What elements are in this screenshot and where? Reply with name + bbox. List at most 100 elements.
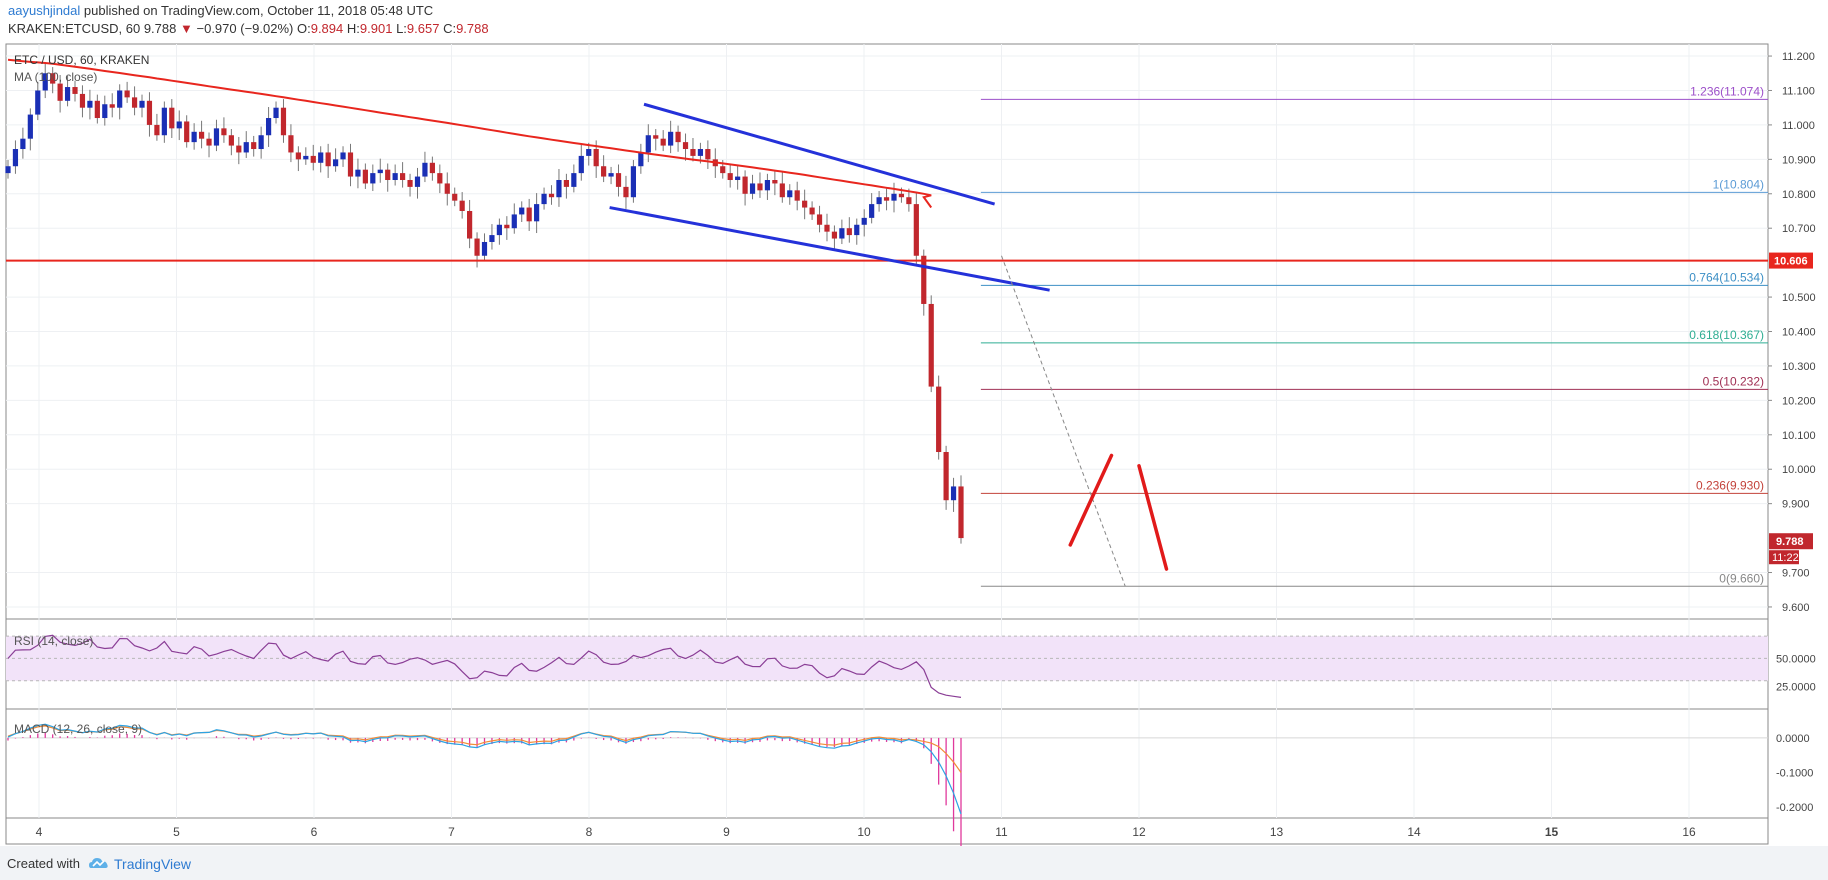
candle-body xyxy=(459,200,465,211)
close-value: 9.788 xyxy=(456,21,489,36)
x-tick-label: 13 xyxy=(1270,825,1284,839)
candle-body xyxy=(950,486,957,501)
y-tick-label: 11.100 xyxy=(1782,85,1815,97)
y-tick-label: 11.000 xyxy=(1782,120,1815,132)
candle-body xyxy=(898,193,905,198)
candle-body xyxy=(757,183,763,191)
fib-level-label: 1(10.804) xyxy=(1713,177,1764,191)
rsi-tick-label: 25.0000 xyxy=(1776,681,1816,693)
candle-body xyxy=(764,180,771,191)
candle-body xyxy=(303,155,309,160)
rsi-tick-label: 50.0000 xyxy=(1776,653,1816,665)
candle-body xyxy=(541,193,547,205)
x-tick-label: 4 xyxy=(36,825,43,839)
candle-body xyxy=(534,204,540,222)
fib-level-label: 0.236(9.930) xyxy=(1696,478,1764,492)
candle-body xyxy=(913,204,919,256)
candle-body xyxy=(876,197,882,205)
y-tick-label: 10.400 xyxy=(1782,327,1816,339)
candle-body xyxy=(117,90,123,108)
candle-body xyxy=(124,90,130,98)
candle-body xyxy=(392,173,398,181)
candle-body xyxy=(288,135,294,153)
candle-body xyxy=(921,255,927,304)
candle-body xyxy=(72,87,78,94)
candle-body xyxy=(645,135,651,153)
last-price: 9.788 xyxy=(143,21,177,36)
candle-body xyxy=(749,183,756,194)
candle-body xyxy=(772,180,778,184)
candle-body xyxy=(861,217,867,225)
candle-body xyxy=(571,173,577,187)
macd-pane xyxy=(6,723,1768,846)
chart-frame xyxy=(5,43,1769,845)
x-tick-label: 7 xyxy=(448,825,455,839)
price-change: −0.970 (−9.02%) xyxy=(196,21,294,36)
candle-body xyxy=(883,197,890,201)
candle-body xyxy=(273,107,279,119)
countdown-tag xyxy=(1769,550,1799,565)
trend-drawings[interactable] xyxy=(6,58,1768,587)
tradingview-link[interactable]: TradingView xyxy=(114,856,192,872)
author-link[interactable]: aayushjindal xyxy=(8,3,81,18)
candle-body xyxy=(697,149,704,156)
forecast-stroke xyxy=(1068,453,1114,547)
x-tick-label: 14 xyxy=(1407,825,1421,839)
candle-body xyxy=(154,124,160,136)
last-price-label: 9.788 xyxy=(1776,536,1804,548)
candle-body xyxy=(325,152,331,167)
chart-title: ETC / USD, 60, KRAKEN xyxy=(14,53,149,67)
candle-body xyxy=(109,104,115,108)
candle-body xyxy=(660,138,666,146)
candle-body xyxy=(20,138,26,150)
x-tick-label: 5 xyxy=(173,825,180,839)
x-tick-label: 9 xyxy=(723,825,730,839)
candle-body xyxy=(355,169,361,177)
y-tick-label: 9.900 xyxy=(1782,499,1810,511)
fibonacci-levels[interactable]: 1.236(11.074) 1(10.804) 0.764(10.534) 0.618… xyxy=(980,84,1768,587)
candle-body xyxy=(198,131,205,139)
candle-body xyxy=(824,224,830,232)
candle-body xyxy=(347,152,354,177)
candle-body xyxy=(593,149,599,167)
candle-body xyxy=(414,176,421,187)
footer-bar: Created with TradingView xyxy=(0,846,1828,880)
x-tick-label: 12 xyxy=(1132,825,1146,839)
candle-body xyxy=(653,135,659,139)
close-label: C: xyxy=(443,21,457,36)
candle-body xyxy=(816,214,823,225)
fib-level-label: 1.236(11.074) xyxy=(1690,84,1764,98)
open-label: O: xyxy=(296,21,311,36)
macd-tick-label: -0.1000 xyxy=(1776,768,1813,780)
y-tick-label: 10.000 xyxy=(1782,464,1816,476)
candle-body xyxy=(377,169,383,174)
candle-body xyxy=(511,214,517,229)
candle-body xyxy=(362,169,368,184)
candle-body xyxy=(846,228,852,236)
projection-dashed-line xyxy=(1001,255,1126,587)
candle-body xyxy=(831,231,838,239)
rsi-pane xyxy=(6,634,1768,698)
macd-tick-label: 0.0000 xyxy=(1776,733,1810,745)
macd-line xyxy=(7,723,962,815)
candle-body xyxy=(161,107,167,136)
candle-body xyxy=(243,142,249,153)
candle-body xyxy=(526,207,532,222)
candle-body xyxy=(265,118,272,136)
chart-area[interactable]: 1.236(11.074) 1(10.804) 0.764(10.534) 0.618… xyxy=(0,0,1828,846)
x-tick-label: 6 xyxy=(311,825,318,839)
candle-body xyxy=(467,210,473,239)
countdown-label: 11:22 xyxy=(1772,552,1799,564)
candle-body xyxy=(615,173,622,187)
candle-body xyxy=(437,173,443,184)
candle-body xyxy=(504,224,510,229)
x-tick-label: 11 xyxy=(995,825,1008,839)
candle-body xyxy=(958,486,964,539)
candle-body xyxy=(94,100,100,119)
y-tick-label: 9.700 xyxy=(1782,568,1810,580)
candle-body xyxy=(42,73,48,91)
created-with-label: Created with xyxy=(7,856,80,871)
candle-body xyxy=(318,152,324,163)
y-tick-label: 10.800 xyxy=(1782,189,1816,201)
low-label: L: xyxy=(396,21,407,36)
